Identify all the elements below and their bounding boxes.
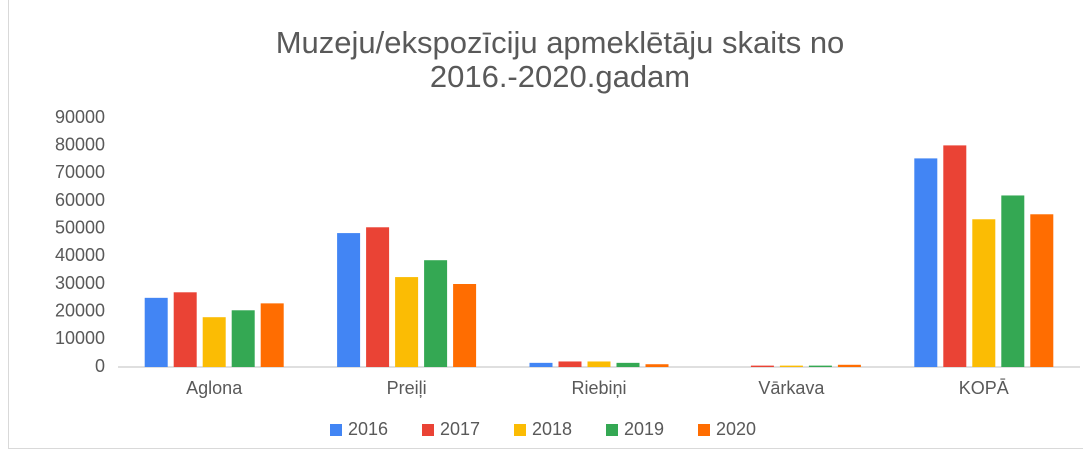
x-tick-label: Preiļi <box>387 378 427 398</box>
y-tick-label: 30000 <box>55 273 105 293</box>
bar <box>587 361 611 367</box>
legend-swatch <box>606 424 618 436</box>
chart-frame <box>8 0 1083 449</box>
y-tick-label: 0 <box>95 356 105 376</box>
bar <box>943 145 967 367</box>
bar <box>616 362 640 367</box>
bar <box>645 364 669 367</box>
legend-label: 2020 <box>716 419 756 439</box>
legend-swatch <box>330 424 342 436</box>
legend-label: 2018 <box>532 419 572 439</box>
bar <box>337 233 361 367</box>
legend-swatch <box>422 424 434 436</box>
bar <box>144 297 168 367</box>
bar <box>202 317 226 367</box>
bar <box>1030 214 1054 367</box>
bar <box>558 361 582 367</box>
x-tick-label: Riebiņi <box>571 378 626 398</box>
legend-swatch <box>698 424 710 436</box>
bar <box>173 292 197 367</box>
y-tick-label: 50000 <box>55 217 105 237</box>
y-tick-label: 10000 <box>55 328 105 348</box>
y-tick-label: 20000 <box>55 300 105 320</box>
y-tick-label: 80000 <box>55 134 105 154</box>
legend-label: 2016 <box>348 419 388 439</box>
y-tick-label: 60000 <box>55 190 105 210</box>
bar <box>366 227 390 367</box>
bar <box>424 260 448 367</box>
x-tick-label: Aglona <box>186 378 243 398</box>
bar <box>914 158 938 367</box>
bar <box>260 303 284 367</box>
legend-swatch <box>514 424 526 436</box>
legend-label: 2017 <box>440 419 480 439</box>
bar <box>231 310 255 367</box>
chart-title: Muzeju/ekspozīciju apmeklētāju skaits no… <box>275 25 845 94</box>
y-tick-label: 40000 <box>55 245 105 265</box>
bar <box>750 365 774 367</box>
bar <box>453 284 477 367</box>
bar <box>972 219 996 367</box>
bar <box>395 277 419 367</box>
y-tick-label: 90000 <box>55 107 105 127</box>
x-tick-label: Vārkava <box>758 378 825 398</box>
bar <box>529 362 553 367</box>
bar <box>837 364 861 367</box>
legend-label: 2019 <box>624 419 664 439</box>
bar <box>1001 195 1025 367</box>
bar <box>779 365 803 367</box>
x-tick-label: KOPĀ <box>959 378 1009 398</box>
y-tick-label: 70000 <box>55 162 105 182</box>
bar <box>808 365 832 367</box>
